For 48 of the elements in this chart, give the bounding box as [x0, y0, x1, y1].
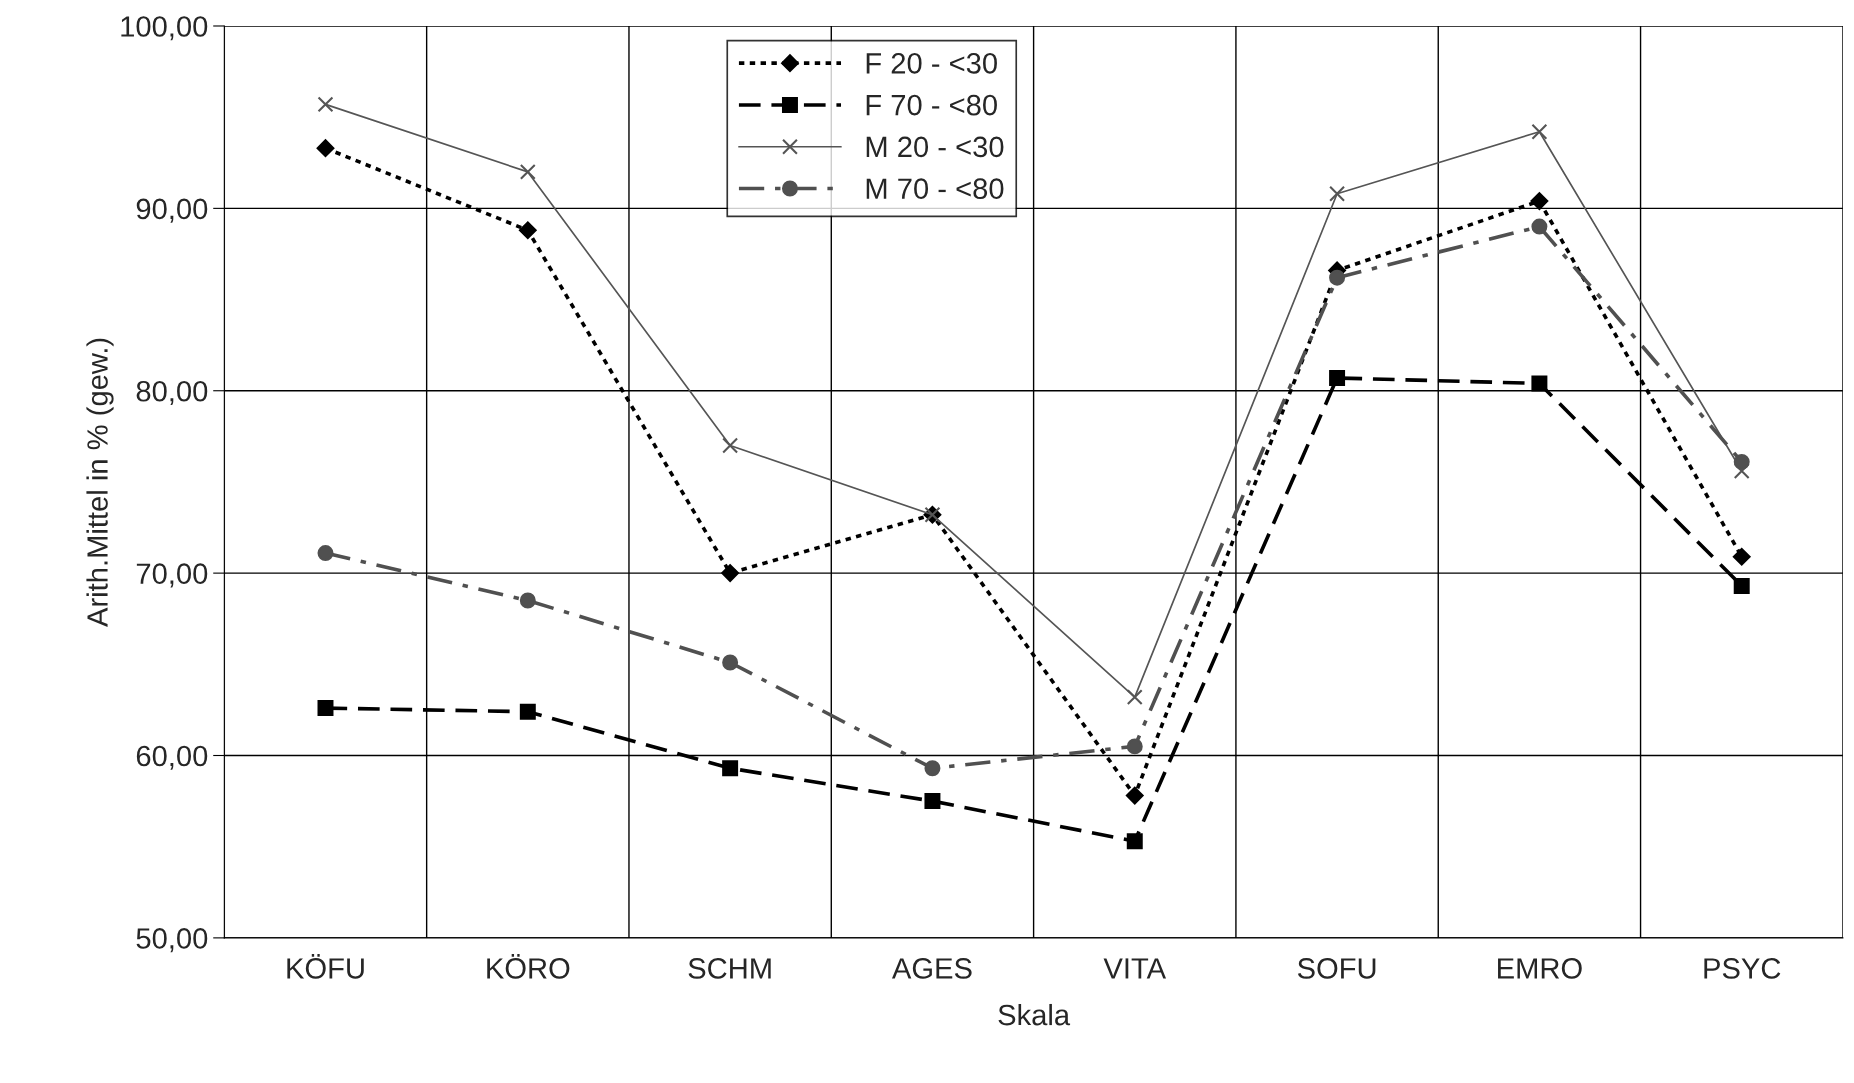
legend-label: F 70 - <80 [866, 94, 997, 116]
y-tick-label: 100,00 [121, 16, 208, 41]
point [317, 545, 334, 562]
point [519, 703, 536, 720]
x-tick-label: EMRO [1498, 958, 1582, 979]
point [519, 163, 536, 180]
point [519, 592, 536, 609]
y-tick-label: 80,00 [136, 380, 208, 406]
point [1329, 269, 1346, 286]
point [1126, 833, 1143, 850]
point [1531, 123, 1548, 140]
x-tick-label: AGES [891, 958, 972, 979]
point [1126, 738, 1143, 755]
point [316, 139, 335, 158]
point [1733, 577, 1750, 594]
point [518, 221, 537, 240]
y-tick-label: 50,00 [136, 928, 208, 953]
x-tick-label: SCHM [688, 958, 771, 979]
legend-label: M 70 - <80 [866, 178, 1004, 199]
y-tick-label: 70,00 [136, 563, 208, 588]
point [1531, 218, 1548, 235]
point [1732, 547, 1751, 566]
point [317, 700, 334, 717]
point [924, 760, 941, 777]
x-tick-label: VITA [1103, 958, 1167, 979]
y-tick-label: 60,00 [136, 745, 208, 770]
point [1530, 192, 1549, 210]
point [924, 793, 941, 810]
point [722, 654, 739, 671]
point [1125, 786, 1144, 805]
point [317, 96, 334, 113]
x-tick-label: PSYC [1704, 958, 1781, 979]
point [1733, 453, 1750, 470]
legend-label: M 20 - <30 [866, 136, 1004, 158]
x-tick-label: KÖFU [287, 954, 364, 979]
point [722, 760, 739, 777]
point [722, 437, 739, 454]
x-tick-label: KÖRO [487, 954, 570, 979]
point [721, 564, 740, 583]
point [1531, 375, 1548, 392]
point [1329, 370, 1346, 386]
point [1126, 689, 1143, 706]
x-axis-title: Skala [998, 1003, 1071, 1026]
y-tick-label: 90,00 [136, 198, 208, 223]
legend-label: F 20 - <30 [866, 53, 997, 74]
point [1329, 185, 1346, 202]
x-tick-label: SOFU [1297, 958, 1376, 979]
y-axis-title: Arith.Mittel in % (gew.) [86, 338, 114, 627]
